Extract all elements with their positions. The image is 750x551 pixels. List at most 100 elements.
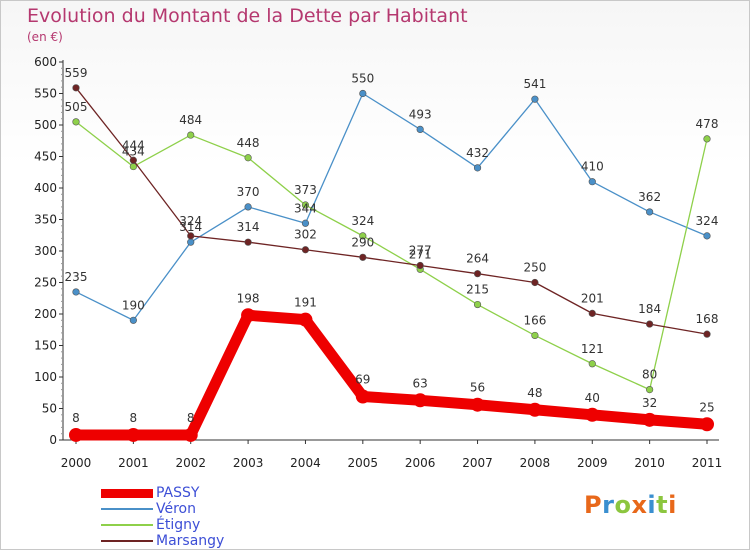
x-tick-label: 2008	[520, 456, 551, 470]
series-passy	[69, 308, 714, 442]
data-label-etigny: 434	[122, 145, 145, 159]
data-point-veron	[473, 164, 482, 172]
data-label-veron: 314	[179, 220, 202, 234]
data-point-veron	[359, 89, 367, 98]
x-tick-label: 2000	[61, 456, 92, 470]
y-tick-label: 200	[34, 307, 57, 321]
y-tick-label: 50	[42, 402, 57, 416]
data-label-etigny: 484	[179, 113, 202, 127]
logo-letter: o	[614, 491, 632, 519]
y-tick-label: 600	[34, 55, 57, 69]
x-tick-label: 2001	[118, 456, 149, 470]
data-label-etigny: 166	[523, 313, 546, 327]
data-point-marsangy	[359, 253, 367, 261]
data-point-marsangy	[703, 330, 711, 338]
data-label-marsangy: 250	[523, 261, 546, 275]
logo-letter: x	[631, 491, 648, 519]
chart-title: Evolution du Montant de la Dette par Hab…	[27, 5, 468, 27]
logo-letter: i	[647, 491, 657, 519]
data-label-etigny: 448	[237, 136, 260, 150]
data-point-etigny	[244, 154, 252, 162]
x-tick-label: 2007	[462, 456, 493, 470]
y-tick-label: 150	[34, 339, 57, 353]
legend-label-veron: Véron	[156, 501, 196, 517]
data-label-marsangy: 324	[179, 214, 202, 228]
proxiti-logo: Proxiti	[584, 491, 677, 519]
y-tick-label: 500	[34, 118, 57, 132]
data-point-veron	[187, 238, 195, 246]
series-line-veron	[75, 92, 708, 321]
y-tick-label: 0	[49, 433, 57, 447]
x-tick-label: 2003	[233, 456, 264, 470]
series-line-etigny	[75, 121, 708, 391]
legend-swatch-veron	[101, 508, 153, 510]
data-label-passy: 63	[413, 376, 428, 390]
data-point-marsangy	[301, 246, 310, 254]
data-point-passy	[642, 412, 657, 427]
data-point-veron	[703, 232, 711, 240]
data-point-veron	[416, 125, 424, 134]
series-etigny	[72, 118, 711, 394]
data-label-etigny: 271	[409, 247, 432, 261]
x-tick-label: 2010	[634, 456, 665, 470]
data-point-marsangy	[129, 156, 137, 164]
data-label-veron: 362	[638, 190, 661, 204]
data-label-veron: 550	[351, 72, 374, 86]
data-labels-layer: 235 190 314 370 344 550 493 432 541 410 362 324 505 4…	[65, 66, 719, 425]
data-point-passy	[241, 308, 256, 323]
data-point-veron	[301, 219, 310, 227]
data-point-etigny	[301, 201, 310, 209]
data-point-passy	[413, 393, 428, 408]
data-label-marsangy: 201	[581, 291, 604, 305]
data-label-passy: 198	[237, 291, 260, 305]
chart-subtitle: (en €)	[27, 30, 63, 44]
series-line-marsangy	[75, 87, 708, 335]
y-tick-label: 100	[34, 370, 57, 384]
data-point-etigny	[588, 360, 596, 368]
data-label-marsangy: 444	[122, 138, 145, 152]
data-label-marsangy: 264	[466, 252, 489, 266]
data-label-etigny: 505	[65, 100, 88, 114]
data-point-passy	[126, 427, 141, 442]
data-label-etigny: 324	[351, 214, 374, 228]
data-point-marsangy	[588, 309, 596, 317]
legend-swatch-marsangy	[101, 540, 153, 542]
legend-label-passy: PASSY	[156, 485, 200, 501]
data-point-etigny	[473, 300, 482, 309]
data-label-passy: 25	[699, 400, 714, 414]
y-tick-label: 400	[34, 181, 57, 195]
data-label-marsangy: 302	[294, 228, 317, 242]
data-point-etigny	[359, 232, 367, 240]
data-label-etigny: 373	[294, 183, 317, 197]
data-label-etigny: 478	[696, 117, 719, 131]
data-label-veron: 541	[523, 77, 546, 91]
data-point-passy	[69, 427, 83, 442]
data-point-passy	[470, 397, 485, 412]
data-label-etigny: 215	[466, 283, 489, 297]
data-point-passy	[585, 407, 600, 422]
data-point-passy	[700, 417, 714, 432]
data-label-marsangy: 168	[696, 312, 719, 326]
data-point-etigny	[646, 386, 654, 394]
y-tick-label: 300	[34, 244, 57, 258]
data-label-marsangy: 290	[351, 235, 374, 249]
data-label-veron: 190	[122, 298, 145, 312]
data-label-veron: 370	[237, 185, 260, 199]
data-point-passy	[355, 389, 370, 404]
data-point-marsangy	[531, 278, 539, 287]
data-label-passy: 56	[470, 381, 485, 395]
series-marsangy	[72, 84, 711, 338]
data-label-marsangy: 184	[638, 302, 661, 316]
series-line-passy	[70, 309, 713, 441]
data-point-marsangy	[187, 232, 195, 240]
x-tick-label: 2004	[290, 456, 321, 470]
series-layer	[69, 84, 714, 442]
data-point-veron	[244, 203, 252, 211]
legend-swatch-passy	[101, 489, 153, 498]
data-label-marsangy: 314	[237, 220, 260, 234]
data-label-passy: 191	[294, 296, 317, 310]
x-tick-label: 2005	[348, 456, 379, 470]
x-tick-label: 2002	[175, 456, 206, 470]
legend-swatch-etigny	[101, 524, 153, 526]
